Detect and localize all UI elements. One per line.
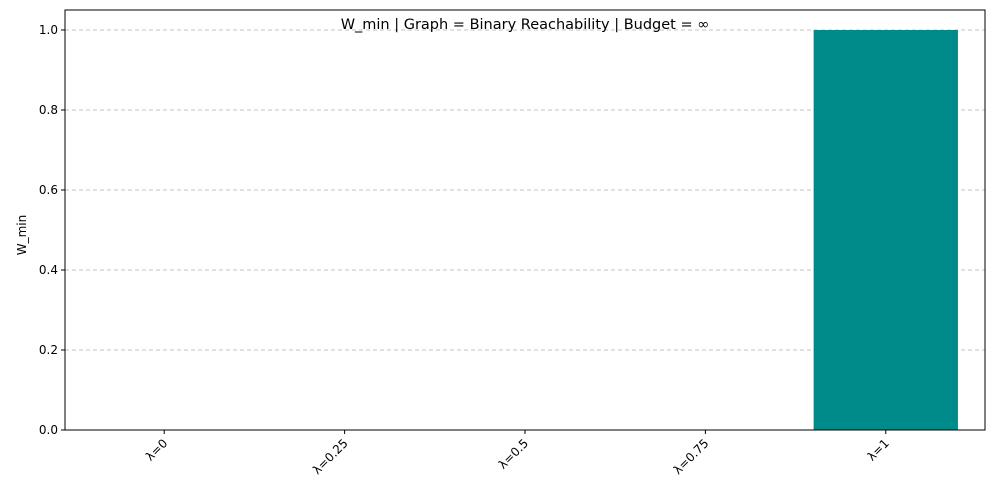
y-tick-label-0: 0.0: [39, 423, 58, 437]
x-tick-label-0: λ=0: [143, 436, 170, 463]
chart-title: W_min | Graph = Binary Reachability | Bu…: [341, 17, 710, 33]
x-tick-label-4: λ=1: [864, 436, 891, 463]
x-tick-label-3: λ=0.75: [671, 436, 712, 477]
bar-layer: [813, 30, 958, 430]
x-axis-ticks: λ=0 λ=0.25 λ=0.5 λ=0.75 λ=1: [143, 430, 892, 477]
y-tick-label-4: 0.8: [39, 103, 58, 117]
y-axis-ticks: 0.0 0.2 0.4 0.6 0.8 1.0: [39, 23, 65, 437]
y-tick-label-5: 1.0: [39, 23, 58, 37]
y-tick-label-1: 0.2: [39, 343, 58, 357]
x-tick-label-1: λ=0.25: [310, 436, 351, 477]
y-tick-label-3: 0.6: [39, 183, 58, 197]
x-tick-label-2: λ=0.5: [496, 436, 532, 472]
bar-4: [813, 30, 958, 430]
y-tick-label-2: 0.4: [39, 263, 58, 277]
y-axis-label: W_min: [15, 215, 29, 256]
